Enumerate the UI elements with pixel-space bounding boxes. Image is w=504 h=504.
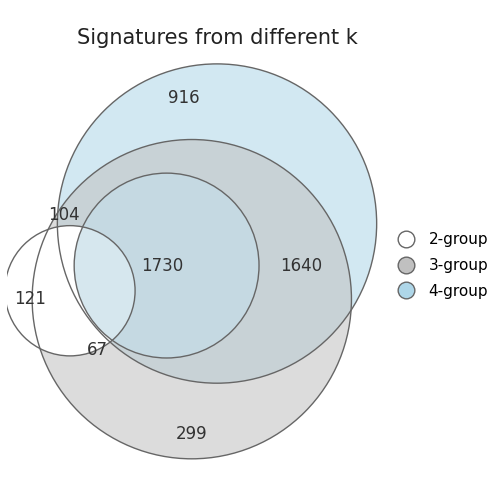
Title: Signatures from different k: Signatures from different k xyxy=(77,28,357,48)
Circle shape xyxy=(74,173,259,358)
Text: 1640: 1640 xyxy=(280,257,322,275)
Text: 916: 916 xyxy=(168,89,199,106)
Circle shape xyxy=(5,226,135,356)
Circle shape xyxy=(32,140,351,459)
Legend: 2-group, 3-group, 4-group: 2-group, 3-group, 4-group xyxy=(385,226,494,305)
Text: 1730: 1730 xyxy=(141,257,183,275)
Text: 67: 67 xyxy=(87,341,108,358)
Text: 121: 121 xyxy=(14,290,46,308)
Text: 299: 299 xyxy=(176,424,208,443)
Circle shape xyxy=(57,64,376,383)
Text: 104: 104 xyxy=(48,206,80,224)
